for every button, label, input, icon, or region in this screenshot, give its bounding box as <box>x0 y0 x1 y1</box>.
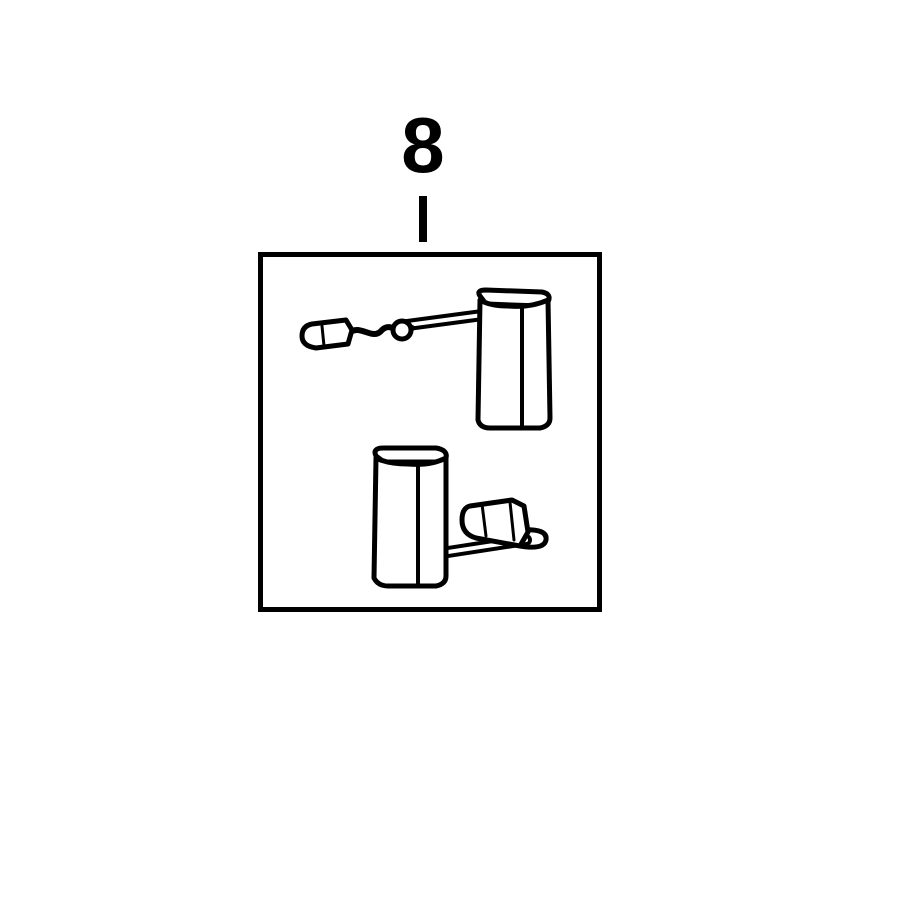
part-callout-number: 8 <box>401 101 445 189</box>
callout-leader-line <box>419 196 427 242</box>
carbon-brush-lower <box>371 445 549 589</box>
carbon-brush-upper <box>299 287 553 431</box>
